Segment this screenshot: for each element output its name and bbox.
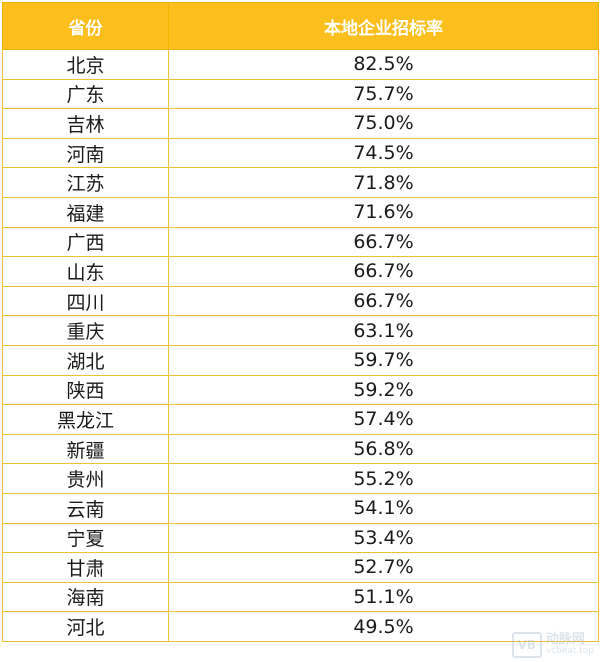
cell-tender-rate: 54.1% [168, 492, 599, 524]
cell-tender-rate: 75.0% [168, 108, 599, 139]
cell-province: 福建 [2, 196, 169, 228]
cell-tender-rate: 51.1% [168, 581, 599, 613]
cell-tender-rate: 59.7% [168, 344, 599, 376]
table-row: 宁夏 53.4% [2, 522, 599, 554]
column-header-province: 省份 [2, 2, 169, 50]
province-tender-rate-table: 省份 本地企业招标率 北京 82.5% 广东 75.7% 吉林 75.0% 河南 74.5% 江… [2, 2, 599, 642]
cell-province: 吉林 [2, 108, 169, 139]
cell-province: 陕西 [2, 374, 169, 406]
cell-province: 北京 [2, 49, 169, 80]
cell-province: 四川 [2, 285, 169, 317]
table-row: 黑龙江 57.4% [2, 404, 599, 435]
table-row: 甘肃 52.7% [2, 552, 599, 583]
cell-tender-rate: 53.4% [168, 522, 599, 554]
table-row: 河南 74.5% [2, 137, 599, 169]
cell-tender-rate: 52.7% [168, 552, 599, 583]
table-body: 北京 82.5% 广东 75.7% 吉林 75.0% 河南 74.5% 江苏 71.8% 福建 71.… [2, 49, 599, 642]
table-row: 四川 66.7% [2, 285, 599, 317]
table-row: 广东 75.7% [2, 78, 599, 110]
cell-tender-rate: 63.1% [168, 315, 599, 346]
cell-tender-rate: 55.2% [168, 463, 599, 494]
cell-province: 贵州 [2, 463, 169, 494]
table-row: 贵州 55.2% [2, 463, 599, 494]
cell-province: 新疆 [2, 433, 169, 465]
cell-tender-rate: 71.6% [168, 196, 599, 228]
cell-province: 广东 [2, 78, 169, 110]
cell-tender-rate: 59.2% [168, 374, 599, 406]
table-row: 海南 51.1% [2, 581, 599, 613]
cell-province: 黑龙江 [2, 404, 169, 435]
table-row: 新疆 56.8% [2, 433, 599, 465]
cell-province: 重庆 [2, 315, 169, 346]
cell-tender-rate: 71.8% [168, 167, 599, 198]
cell-province: 广西 [2, 226, 169, 258]
table-row: 重庆 63.1% [2, 315, 599, 346]
cell-tender-rate: 56.8% [168, 433, 599, 465]
table-row: 河北 49.5% [2, 611, 599, 642]
cell-province: 宁夏 [2, 522, 169, 554]
cell-province: 甘肃 [2, 552, 169, 583]
header-row: 省份 本地企业招标率 [2, 2, 599, 50]
table-row: 湖北 59.7% [2, 344, 599, 376]
cell-province: 河南 [2, 137, 169, 169]
table-row: 山东 66.7% [2, 256, 599, 287]
cell-province: 河北 [2, 611, 169, 642]
table-header: 省份 本地企业招标率 [2, 2, 599, 50]
cell-tender-rate: 75.7% [168, 78, 599, 110]
cell-province: 湖北 [2, 344, 169, 376]
column-header-tender-rate: 本地企业招标率 [168, 2, 599, 50]
cell-province: 海南 [2, 581, 169, 613]
cell-tender-rate: 49.5% [168, 611, 599, 642]
cell-province: 江苏 [2, 167, 169, 198]
table-row: 江苏 71.8% [2, 167, 599, 198]
table-row: 北京 82.5% [2, 49, 599, 80]
table-row: 吉林 75.0% [2, 108, 599, 139]
watermark-url: vcbeat.top [545, 646, 594, 657]
table-row: 云南 54.1% [2, 492, 599, 524]
cell-tender-rate: 66.7% [168, 285, 599, 317]
cell-tender-rate: 74.5% [168, 137, 599, 169]
cell-province: 山东 [2, 256, 169, 287]
cell-tender-rate: 82.5% [168, 49, 599, 80]
cell-tender-rate: 57.4% [168, 404, 599, 435]
cell-tender-rate: 66.7% [168, 256, 599, 287]
table-row: 陕西 59.2% [2, 374, 599, 406]
cell-tender-rate: 66.7% [168, 226, 599, 258]
cell-province: 云南 [2, 492, 169, 524]
table-row: 福建 71.6% [2, 196, 599, 228]
table-row: 广西 66.7% [2, 226, 599, 258]
